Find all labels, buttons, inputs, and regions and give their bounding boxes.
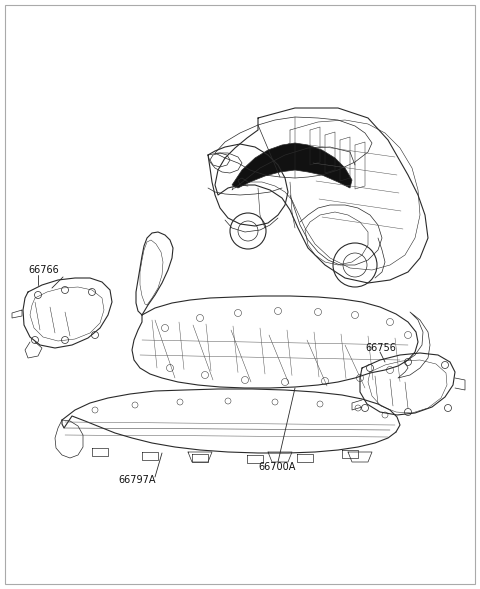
- Text: 66756: 66756: [365, 343, 396, 353]
- Polygon shape: [232, 143, 352, 188]
- Text: 66766: 66766: [28, 265, 59, 275]
- Text: 66797A: 66797A: [118, 475, 156, 485]
- Text: 66700A: 66700A: [258, 462, 295, 472]
